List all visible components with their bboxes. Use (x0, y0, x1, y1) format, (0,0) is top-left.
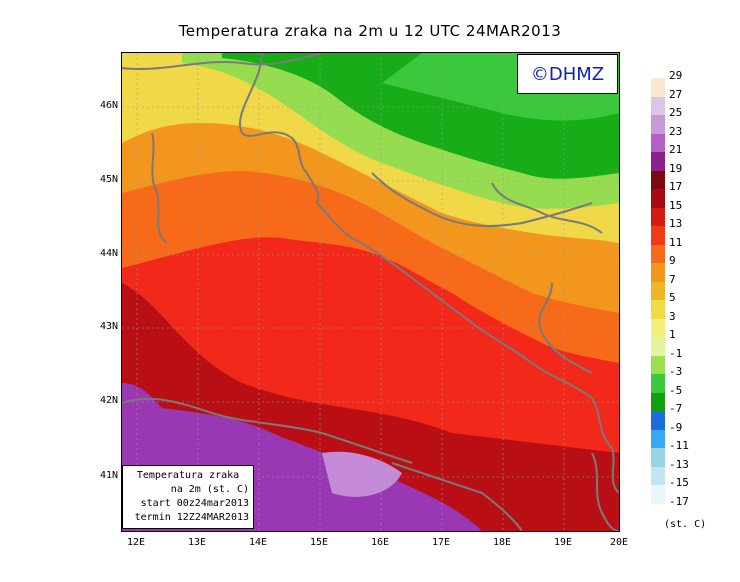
legend-label: -15 (669, 476, 689, 489)
lon-label: 19E (553, 537, 573, 548)
lon-label: 15E (309, 537, 329, 548)
legend-label: 17 (669, 180, 683, 193)
legend-swatch (651, 96, 665, 116)
lon-label: 14E (248, 537, 268, 548)
legend-label: 5 (669, 291, 676, 304)
lat-label: 43N (99, 321, 118, 332)
legend-swatch (651, 170, 665, 190)
legend-label: 27 (669, 87, 683, 101)
legend-swatch (651, 485, 665, 504)
lon-label: 20E (609, 537, 629, 548)
lon-label: 18E (492, 537, 512, 548)
legend-swatch (651, 263, 665, 282)
info-line-3: start 00z24mar2013 (140, 498, 249, 509)
map-title: Temperatura zraka na 2m u 12 UTC 24MAR20… (178, 22, 562, 40)
legend-label: 9 (669, 254, 676, 267)
legend-swatch (651, 78, 665, 97)
lat-label: 46N (99, 100, 118, 111)
legend-swatch (651, 300, 665, 319)
lat-label: 41N (99, 470, 118, 481)
legend-label: 19 (669, 161, 683, 175)
legend-swatch (651, 355, 665, 375)
legend-swatch (651, 466, 665, 486)
lon-label: 17E (431, 537, 451, 548)
lon-label: 13E (187, 537, 207, 548)
legend-label: 25 (669, 106, 683, 119)
legend-swatch (651, 133, 665, 153)
copyright-badge: ©DHMZ (517, 54, 618, 94)
info-line-2: na 2m (st. C) (170, 484, 249, 495)
legend-label: -5 (669, 383, 683, 397)
legend-label: 13 (669, 217, 683, 230)
legend-label: -3 (669, 365, 683, 378)
legend-label: -7 (669, 402, 683, 415)
legend-label: 23 (669, 124, 683, 138)
legend-swatch (651, 374, 665, 393)
coastline (122, 53, 619, 531)
legend-swatch (651, 244, 665, 264)
lat-label: 44N (99, 248, 118, 259)
info-box: Temperatura zraka na 2m (st. C) start 00… (122, 465, 254, 529)
temperature-map (121, 52, 620, 532)
legend-label: 3 (669, 309, 676, 323)
legend-label: 1 (669, 328, 676, 341)
legend-swatch (651, 448, 665, 467)
lon-label: 16E (370, 537, 390, 548)
lon-label: 12E (126, 537, 146, 548)
info-line-4: termin 12Z24MAR2013 (134, 512, 249, 523)
legend-label: -11 (669, 439, 689, 452)
legend-label: -1 (669, 346, 683, 360)
legend-swatch (651, 207, 665, 227)
legend-swatch (651, 392, 665, 412)
legend-label: 29 (669, 69, 683, 82)
legend-swatch (651, 189, 665, 208)
legend-label: -9 (669, 420, 683, 434)
legend-swatch (651, 281, 665, 301)
lat-label: 45N (99, 174, 118, 185)
legend-swatch (651, 152, 665, 171)
info-line-1: Temperatura zraka (136, 470, 240, 481)
legend-swatch (651, 318, 665, 338)
legend-label: -13 (669, 457, 689, 471)
legend-label: -17 (669, 494, 689, 508)
legend-swatch (651, 226, 665, 245)
legend-swatch (651, 337, 665, 356)
legend-unit: (st. C) (664, 519, 707, 530)
legend-swatch (651, 429, 665, 449)
legend-swatch (651, 115, 665, 134)
temperature-field (122, 53, 619, 531)
legend-swatch (651, 411, 665, 430)
legend-label: 7 (669, 272, 676, 286)
lat-label: 42N (99, 395, 118, 406)
legend-label: 21 (669, 143, 683, 156)
legend-label: 11 (669, 235, 683, 249)
legend-label: 15 (669, 198, 683, 212)
